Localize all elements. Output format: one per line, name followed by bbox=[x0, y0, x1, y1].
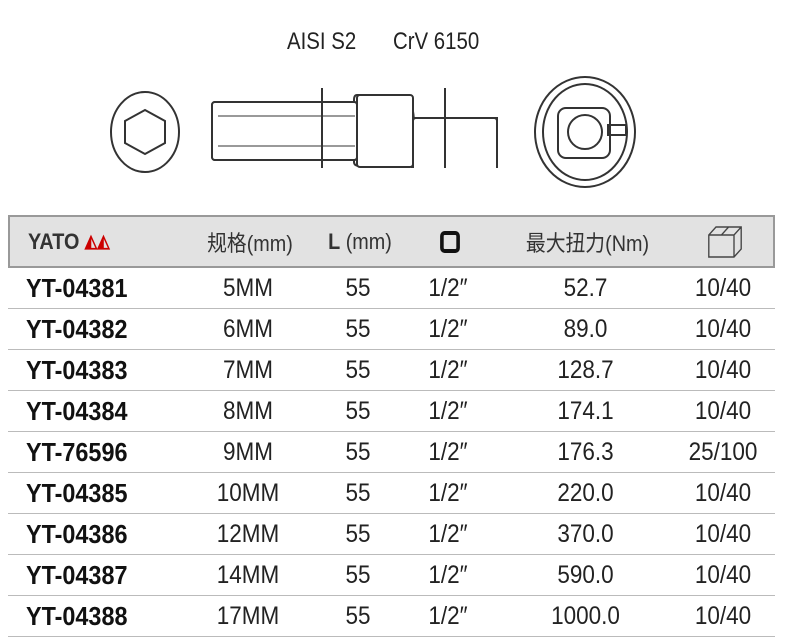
cell-length: 55 bbox=[345, 519, 371, 548]
cell-torque: 174.1 bbox=[557, 396, 614, 425]
cell-code: YT-04383 bbox=[26, 354, 128, 385]
cell-code: YT-04381 bbox=[26, 272, 128, 303]
header-size: 规格(mm) bbox=[207, 230, 293, 256]
cell-size: 14MM bbox=[216, 560, 280, 589]
cell-drive: 1/2″ bbox=[428, 601, 468, 630]
table-row: YT-04385 10MM 55 1/2″ 220.0 10/40 bbox=[8, 473, 775, 514]
material-label-socket: CrV 6150 bbox=[393, 28, 480, 55]
cell-drive: 1/2″ bbox=[428, 560, 468, 589]
box-icon bbox=[676, 217, 775, 266]
square-drive-icon bbox=[414, 217, 486, 266]
cell-torque: 590.0 bbox=[557, 560, 614, 589]
cell-qty: 10/40 bbox=[694, 519, 752, 548]
table-row: YT-04383 7MM 55 1/2″ 128.7 10/40 bbox=[8, 350, 775, 391]
cell-size: 10MM bbox=[216, 478, 280, 507]
table-row: YT-04386 12MM 55 1/2″ 370.0 10/40 bbox=[8, 514, 775, 555]
cell-qty: 10/40 bbox=[694, 273, 752, 302]
cell-code: YT-04386 bbox=[26, 518, 128, 549]
table-row: YT-04388 17MM 55 1/2″ 1000.0 10/40 bbox=[8, 596, 775, 637]
table-row: YT-04384 8MM 55 1/2″ 174.1 10/40 bbox=[8, 391, 775, 432]
cell-code: YT-04384 bbox=[26, 395, 128, 426]
cell-length: 55 bbox=[345, 273, 371, 302]
cell-length: 55 bbox=[345, 437, 371, 466]
cell-qty: 10/40 bbox=[694, 314, 752, 343]
square-end-view bbox=[534, 76, 636, 188]
cell-drive: 1/2″ bbox=[428, 396, 468, 425]
cell-torque: 176.3 bbox=[557, 437, 614, 466]
cell-size: 8MM bbox=[222, 396, 274, 425]
cell-drive: 1/2″ bbox=[428, 314, 468, 343]
cell-size: 6MM bbox=[222, 314, 274, 343]
cell-code: YT-04385 bbox=[26, 477, 128, 508]
cell-code: YT-76596 bbox=[26, 436, 128, 467]
material-label-bit: AISI S2 bbox=[287, 28, 357, 55]
spec-table: YATO ◭◭ 规格(mm) L (mm) 最大扭力(Nm) YT-04381 5M… bbox=[8, 215, 775, 637]
cell-length: 55 bbox=[345, 560, 371, 589]
cell-torque: 52.7 bbox=[563, 273, 608, 302]
cell-qty: 25/100 bbox=[688, 437, 758, 466]
table-row: YT-76596 9MM 55 1/2″ 176.3 25/100 bbox=[8, 432, 775, 473]
cell-code: YT-04387 bbox=[26, 559, 128, 590]
header-length: L (mm) bbox=[328, 228, 392, 254]
cell-length: 55 bbox=[345, 314, 371, 343]
cell-drive: 1/2″ bbox=[428, 355, 468, 384]
cell-size: 9MM bbox=[222, 437, 274, 466]
hex-end-view bbox=[110, 91, 180, 173]
cell-qty: 10/40 bbox=[694, 478, 752, 507]
cell-qty: 10/40 bbox=[694, 355, 752, 384]
cell-size: 5MM bbox=[222, 273, 274, 302]
cell-drive: 1/2″ bbox=[428, 478, 468, 507]
cell-qty: 10/40 bbox=[694, 396, 752, 425]
header-torque: 最大扭力(Nm) bbox=[525, 230, 650, 256]
cell-drive: 1/2″ bbox=[428, 437, 468, 466]
cell-size: 12MM bbox=[216, 519, 280, 548]
cell-drive: 1/2″ bbox=[428, 273, 468, 302]
cell-torque: 128.7 bbox=[557, 355, 614, 384]
cell-torque: 1000.0 bbox=[551, 601, 620, 630]
cell-size: 17MM bbox=[216, 601, 280, 630]
brand-logo: YATO ◭◭ bbox=[28, 228, 110, 254]
cell-torque: 370.0 bbox=[557, 519, 614, 548]
cell-size: 7MM bbox=[222, 355, 274, 384]
table-row: YT-04382 6MM 55 1/2″ 89.0 10/40 bbox=[8, 309, 775, 350]
cell-qty: 10/40 bbox=[694, 601, 752, 630]
cell-length: 55 bbox=[345, 478, 371, 507]
cell-length: 55 bbox=[345, 601, 371, 630]
cell-length: 55 bbox=[345, 355, 371, 384]
cell-code: YT-04382 bbox=[26, 313, 128, 344]
cell-torque: 89.0 bbox=[563, 314, 608, 343]
cell-code: YT-04388 bbox=[26, 600, 128, 631]
table-row: YT-04381 5MM 55 1/2″ 52.7 10/40 bbox=[8, 268, 775, 309]
cell-length: 55 bbox=[345, 396, 371, 425]
table-header: YATO ◭◭ 规格(mm) L (mm) 最大扭力(Nm) bbox=[8, 215, 775, 268]
cell-qty: 10/40 bbox=[694, 560, 752, 589]
cell-torque: 220.0 bbox=[557, 478, 614, 507]
table-row: YT-04387 14MM 55 1/2″ 590.0 10/40 bbox=[8, 555, 775, 596]
cell-drive: 1/2″ bbox=[428, 519, 468, 548]
yato-logo-icon: ◭◭ bbox=[84, 231, 110, 251]
